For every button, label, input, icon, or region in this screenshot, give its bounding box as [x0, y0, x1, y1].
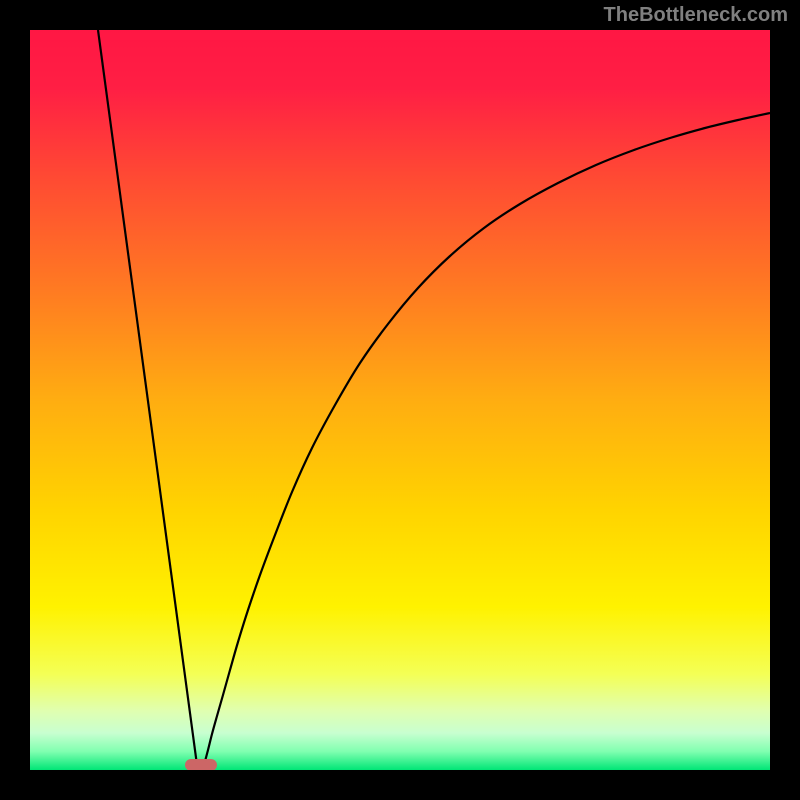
min-marker — [185, 759, 217, 770]
chart-plot-area — [30, 30, 770, 770]
watermark-text: TheBottleneck.com — [604, 4, 788, 27]
chart-svg — [30, 30, 770, 770]
